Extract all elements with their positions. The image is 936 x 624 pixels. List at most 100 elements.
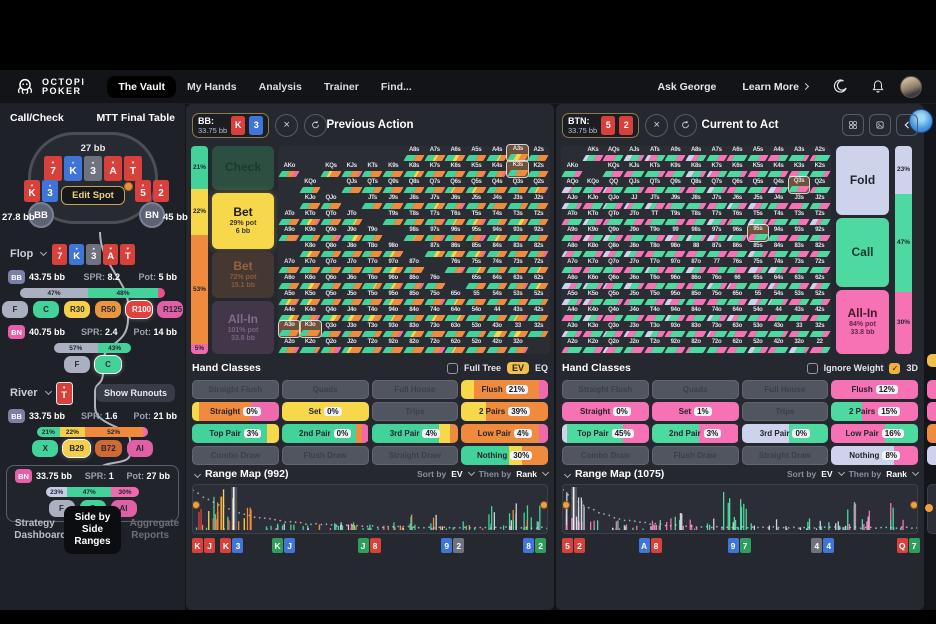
hand-cell-J3o[interactable]: J3o xyxy=(623,322,645,338)
strategy-action-call[interactable]: Call xyxy=(836,217,889,287)
hand-cell-J9o[interactable]: J9o xyxy=(340,226,363,242)
hand-cell-KJo[interactable]: KJo xyxy=(299,194,321,210)
hand-cell-83s[interactable]: 83s xyxy=(788,242,810,258)
hand-cell-A3s[interactable]: A3s xyxy=(788,146,810,162)
hand-cell-Q7s[interactable]: Q7s xyxy=(705,178,728,194)
nav-tab-analysis[interactable]: Analysis xyxy=(258,80,302,93)
hand-cell-64s[interactable]: 64s xyxy=(767,274,790,290)
hand-cell-T9o[interactable]: T9o xyxy=(361,226,384,242)
sort-by-select[interactable]: EV xyxy=(821,469,845,479)
hand-cell-T3o[interactable]: T3o xyxy=(361,322,384,338)
hand-cell-A7o[interactable]: A7o xyxy=(561,258,584,274)
hand-class-top-pair[interactable]: Top Pair 3% xyxy=(192,424,279,443)
ignore-weight-checkbox[interactable] xyxy=(806,362,818,374)
range-map-chart[interactable] xyxy=(562,484,918,534)
hand-cell-97s[interactable]: 97s xyxy=(705,226,728,242)
hand-cell-T2o[interactable]: T2o xyxy=(643,338,666,354)
hand-cell-A8s[interactable]: A8s xyxy=(685,146,707,162)
hand-cell-K9s[interactable]: K9s xyxy=(382,162,405,178)
hand-cell-K2o[interactable]: K2o xyxy=(299,338,321,354)
hand-cell-A2s[interactable]: A2s xyxy=(808,146,831,162)
hand-cell-86s[interactable]: 86s xyxy=(444,242,467,258)
hand-cell-72o[interactable]: 72o xyxy=(423,338,446,354)
collapse-icon[interactable] xyxy=(563,470,572,479)
hand-cell-53s[interactable]: 53s xyxy=(506,290,529,306)
hand-cell-J6s[interactable]: J6s xyxy=(726,194,748,210)
hand-cell-Q5o[interactable]: Q5o xyxy=(602,290,625,306)
hand-cell-K9o[interactable]: K9o xyxy=(582,226,604,242)
hand-cell-AKo[interactable]: AKo xyxy=(278,162,301,178)
grid-button[interactable] xyxy=(842,114,864,136)
hand-cell-A8o[interactable]: A8o xyxy=(561,242,584,258)
hand-cell-J9o[interactable]: J9o xyxy=(623,226,645,242)
hand-class-flush[interactable]: Flush 21% xyxy=(461,380,548,399)
action-button-b72[interactable]: B72 xyxy=(95,440,122,457)
hand-cell-A6o[interactable]: A6o xyxy=(278,274,301,290)
hand-cell-Q6s[interactable]: Q6s xyxy=(726,178,748,194)
hand-cell-K2s[interactable]: K2s xyxy=(527,162,550,178)
hand-cell-T5o[interactable]: T5o xyxy=(643,290,666,306)
hand-cell-QJs[interactable]: QJs xyxy=(340,178,363,194)
hand-class-3rd-pair[interactable]: 3rd Pair 4% xyxy=(371,424,459,443)
hand-cell-63o[interactable]: 63o xyxy=(726,322,748,338)
hand-cell-K7s[interactable]: K7s xyxy=(423,162,446,178)
hand-cell-75s[interactable]: 75s xyxy=(747,258,769,274)
hand-cell-76o[interactable]: 76o xyxy=(705,274,728,290)
hand-class-top-pair[interactable]: Top Pair 45% xyxy=(562,424,649,443)
position-hand-badge[interactable]: BTN: 33.75 bb 5 2 xyxy=(562,112,640,138)
hand-cell-43s[interactable]: 43s xyxy=(788,306,810,322)
hand-cell-54o[interactable]: 54o xyxy=(747,306,769,322)
hand-cell-K4s[interactable]: K4s xyxy=(767,162,790,178)
hand-cell-54s[interactable]: 54s xyxy=(486,290,508,306)
hand-cell-73s[interactable]: 73s xyxy=(788,258,810,274)
hand-cell-T7o[interactable]: T7o xyxy=(643,258,666,274)
hand-cell-42o[interactable]: 42o xyxy=(486,338,508,354)
hand-cell-A2o[interactable]: A2o xyxy=(561,338,584,354)
hand-cell-43o[interactable]: 43o xyxy=(486,322,508,338)
hand-cell-J2s[interactable]: J2s xyxy=(527,194,550,210)
hand-cell-QTo[interactable]: QTo xyxy=(320,210,342,226)
hand-cell-82s[interactable]: 82s xyxy=(808,242,831,258)
hand-cell-K3o[interactable]: K3o xyxy=(582,322,604,338)
hand-cell-K5s[interactable]: K5s xyxy=(465,162,488,178)
hand-cell-88[interactable]: 88 xyxy=(685,242,707,258)
strategy-action-check[interactable]: Check xyxy=(212,146,274,191)
hand-cell-T6o[interactable]: T6o xyxy=(361,274,384,290)
hand-cell-52o[interactable]: 52o xyxy=(747,338,769,354)
hand-cell-33[interactable]: 33 xyxy=(506,322,529,338)
hand-cell-ATo[interactable]: ATo xyxy=(278,210,301,226)
hand-cell-Q7o[interactable]: Q7o xyxy=(320,258,342,274)
hand-cell-KJs[interactable]: KJs xyxy=(623,162,645,178)
hand-cell-43o[interactable]: 43o xyxy=(767,322,790,338)
edit-spot-button[interactable]: Edit Spot xyxy=(61,186,125,205)
hand-cell-J5o[interactable]: J5o xyxy=(340,290,363,306)
hand-cell-Q3o[interactable]: Q3o xyxy=(320,322,342,338)
hand-cell-K6s[interactable]: K6s xyxy=(726,162,748,178)
hand-cell-T9s[interactable]: T9s xyxy=(664,210,687,226)
hand-cell-J3s[interactable]: J3s xyxy=(788,194,810,210)
hand-cell-A5o[interactable]: A5o xyxy=(561,290,584,306)
show-runouts-button[interactable]: Show Runouts xyxy=(96,383,175,402)
hand-cell-77[interactable]: 77 xyxy=(705,258,728,274)
hand-cell-87o[interactable]: 87o xyxy=(403,258,425,274)
hand-cell-A4s[interactable]: A4s xyxy=(767,146,790,162)
hand-class-2nd-pair[interactable]: 2nd Pair 3% xyxy=(651,424,739,443)
hand-cell-T3s[interactable]: T3s xyxy=(506,210,529,226)
hand-cell-K5s[interactable]: K5s xyxy=(747,162,769,178)
notifications-button[interactable] xyxy=(867,76,889,98)
hand-cell-T6o[interactable]: T6o xyxy=(643,274,666,290)
hand-cell-QTs[interactable]: QTs xyxy=(643,178,666,194)
hand-cell-ATs[interactable]: ATs xyxy=(643,146,666,162)
hand-cell-42o[interactable]: 42o xyxy=(767,338,790,354)
hand-cell-Q8s[interactable]: Q8s xyxy=(403,178,425,194)
hand-cell-AQs[interactable] xyxy=(321,146,342,162)
hand-cell-KTs[interactable]: KTs xyxy=(643,162,666,178)
hand-cell-Q5s[interactable]: Q5s xyxy=(747,178,769,194)
hand-cell-98s[interactable]: 98s xyxy=(685,226,707,242)
hand-cell-44[interactable]: 44 xyxy=(486,306,508,322)
hand-cell-KQo[interactable]: KQo xyxy=(299,178,321,194)
hand-cell-Q2s[interactable]: Q2s xyxy=(527,178,550,194)
hand-cell-AJs[interactable] xyxy=(341,146,362,162)
